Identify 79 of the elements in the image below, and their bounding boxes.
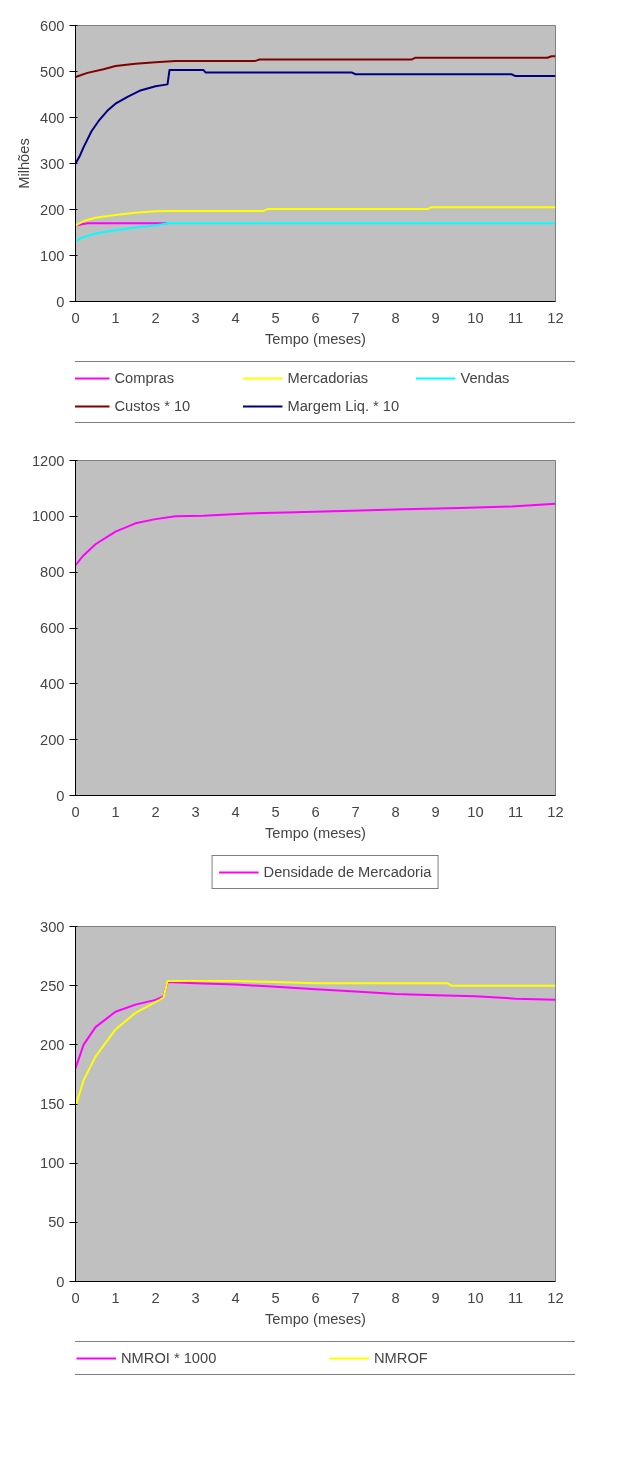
- x-tick-label: 10: [467, 803, 484, 820]
- y-tick-label: 0: [56, 1273, 65, 1290]
- x-tick-label: 0: [71, 309, 80, 326]
- x-tick-label: 1: [111, 803, 120, 820]
- x-tick-label: 6: [311, 1289, 320, 1306]
- line-series: [75, 55, 556, 79]
- x-axis-title: Tempo (meses): [265, 330, 366, 347]
- y-tick-label: 600: [40, 17, 65, 34]
- x-tick-label: 7: [351, 309, 360, 326]
- y-tick-label: 0: [56, 293, 65, 310]
- y-axis-title: Milhões: [16, 138, 33, 189]
- y-tick-label: 300: [40, 918, 65, 935]
- y-tick-label: 0: [56, 787, 65, 804]
- x-tick-label: 5: [271, 309, 280, 326]
- y-tick-label: 1000: [31, 508, 65, 525]
- y-tick-label: 800: [40, 564, 65, 581]
- y-tick-label: 400: [40, 675, 65, 692]
- x-tick-label: 10: [467, 1289, 484, 1306]
- x-tick-label: 0: [71, 1289, 80, 1306]
- y-tick-label: 150: [40, 1096, 65, 1112]
- y-tick-label: 500: [40, 63, 65, 80]
- x-tick-label: 12: [547, 1289, 564, 1306]
- legend-label: NMROI * 1000: [121, 1350, 218, 1366]
- legend-label: Mercadorias: [287, 370, 370, 386]
- x-tick-label: 6: [311, 803, 320, 820]
- x-tick-label: 4: [231, 309, 240, 326]
- x-tick-label: 1: [111, 309, 120, 326]
- x-tick-label: 11: [507, 309, 524, 326]
- x-tick-label: 1: [111, 1289, 120, 1306]
- line-series: [75, 981, 556, 1070]
- y-tick-label: 200: [40, 1036, 65, 1053]
- legend-label: Margem Liq. * 10: [287, 398, 401, 414]
- x-tick-label: 4: [231, 1289, 240, 1306]
- x-tick-label: 8: [391, 309, 400, 326]
- y-tick-label: 100: [40, 1155, 65, 1172]
- y-tick-label: 400: [40, 109, 65, 126]
- y-tick-label: 250: [40, 977, 65, 994]
- y-tick-label: 1200: [31, 452, 65, 469]
- y-tick-label: 300: [40, 155, 65, 172]
- y-tick-label: 100: [40, 247, 65, 264]
- x-axis-title: Tempo (meses): [265, 824, 366, 841]
- legend-label: Vendas: [460, 370, 511, 386]
- x-tick-label: 9: [431, 1289, 440, 1306]
- x-tick-label: 5: [271, 1289, 280, 1306]
- x-tick-label: 7: [351, 803, 360, 820]
- x-tick-label: 7: [351, 1289, 360, 1306]
- line-series: [75, 206, 556, 227]
- line-series: [75, 69, 556, 165]
- x-tick-label: 8: [391, 1289, 400, 1306]
- x-tick-label: 12: [547, 309, 564, 326]
- x-tick-label: 0: [71, 803, 80, 820]
- x-tick-label: 3: [191, 309, 200, 326]
- y-tick-label: 200: [40, 731, 65, 748]
- x-tick-label: 2: [151, 309, 160, 326]
- y-tick-label: 600: [40, 620, 65, 636]
- x-tick-label: 3: [191, 1289, 200, 1306]
- y-tick-label: 200: [40, 201, 65, 218]
- line-series: [75, 222, 556, 242]
- x-tick-label: 12: [547, 803, 564, 820]
- x-tick-label: 9: [431, 309, 440, 326]
- legend-label: NMROF: [374, 1350, 429, 1366]
- legend-label: Compras: [114, 370, 175, 386]
- x-tick-label: 3: [191, 803, 200, 820]
- legend-label: Custos * 10: [114, 398, 192, 414]
- x-tick-label: 11: [507, 803, 524, 820]
- x-tick-label: 4: [231, 803, 240, 820]
- x-axis-title: Tempo (meses): [265, 1310, 366, 1327]
- x-tick-label: 6: [311, 309, 320, 326]
- x-tick-label: 10: [467, 309, 484, 326]
- x-tick-label: 8: [391, 803, 400, 820]
- x-tick-label: 2: [151, 803, 160, 820]
- x-tick-label: 2: [151, 1289, 160, 1306]
- x-tick-label: 9: [431, 803, 440, 820]
- x-tick-label: 11: [507, 1289, 524, 1306]
- line-series: [75, 502, 556, 567]
- legend-label: Densidade de Mercadoria: [263, 864, 432, 880]
- line-series: [75, 979, 556, 1108]
- y-tick-label: 50: [48, 1214, 65, 1231]
- x-tick-label: 5: [271, 803, 280, 820]
